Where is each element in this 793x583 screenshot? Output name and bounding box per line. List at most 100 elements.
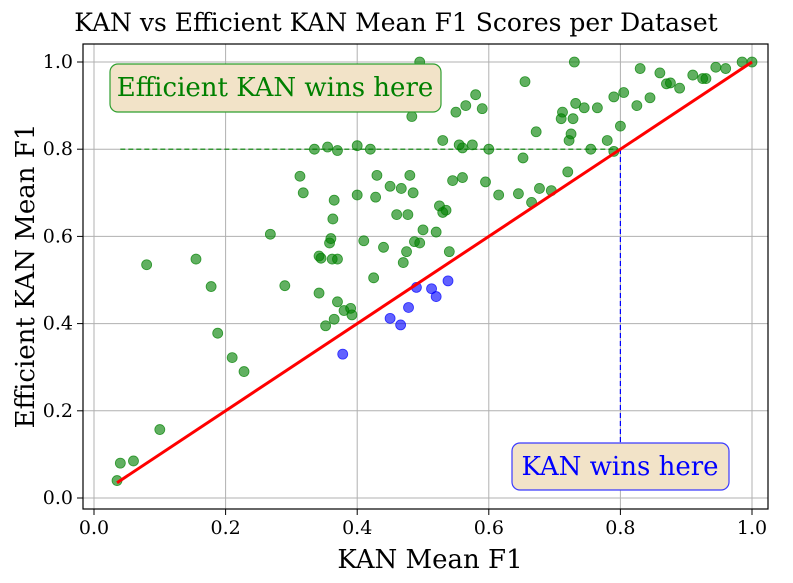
efficient-kan-wins-point bbox=[634, 63, 646, 74]
efficient-kan-wins-point bbox=[570, 98, 582, 109]
efficient-kan-wins-point bbox=[378, 241, 389, 253]
efficient-kan-wins-point bbox=[674, 82, 686, 94]
efficient-kan-wins-point bbox=[414, 237, 426, 249]
efficient-kan-wins-point bbox=[618, 87, 630, 98]
efficient-kan-wins-point bbox=[480, 176, 491, 188]
y-tick-label: 0.0 bbox=[43, 487, 73, 509]
axis-ticks: 0.0 0.2 0.4 0.6 0.8 1.0 0.0 0.2 0.4 0.6 0.8 1.0 bbox=[43, 51, 767, 539]
efficient-kan-wins-point bbox=[407, 187, 419, 199]
efficient-kan-wins-point bbox=[313, 287, 325, 299]
kan-wins-point bbox=[384, 312, 396, 324]
efficient-kan-wins-point bbox=[406, 111, 418, 122]
efficient-kan-wins-point bbox=[493, 189, 505, 201]
kan-wins-point bbox=[337, 348, 349, 360]
efficient-kan-wins-point bbox=[608, 91, 620, 103]
chart-title: KAN vs Efficient KAN Mean F1 Scores per … bbox=[74, 8, 717, 37]
efficient-kan-wins-point bbox=[141, 259, 153, 271]
efficient-kan-wins-point bbox=[128, 455, 139, 467]
x-tick-label: 0.0 bbox=[79, 517, 109, 539]
reference-lines bbox=[120, 148, 622, 442]
annotation-efficient-kan-text: Efficient KAN wins here bbox=[117, 73, 434, 103]
efficient-kan-wins-point bbox=[404, 169, 416, 181]
efficient-kan-wins-point bbox=[368, 272, 380, 284]
efficient-kan-wins-point bbox=[325, 233, 337, 244]
efficient-kan-wins-point bbox=[391, 209, 403, 221]
efficient-kan-wins-point bbox=[402, 209, 414, 221]
efficient-kan-wins-point bbox=[591, 102, 603, 114]
efficient-kan-wins-point bbox=[470, 89, 482, 101]
kan-wins-point bbox=[395, 319, 407, 331]
efficient-kan-wins-point bbox=[328, 194, 340, 206]
y-axis-label: Efficient KAN Mean F1 bbox=[11, 124, 41, 429]
efficient-kan-wins-point bbox=[328, 313, 340, 325]
kan-wins-point bbox=[403, 302, 414, 313]
efficient-kan-wins-point bbox=[351, 140, 363, 152]
efficient-kan-wins-point bbox=[476, 103, 488, 115]
efficient-kan-wins-point bbox=[437, 135, 449, 146]
efficient-kan-wins-point bbox=[395, 183, 407, 194]
efficient-kan-wins-point bbox=[320, 320, 332, 332]
efficient-kan-wins-point bbox=[309, 143, 320, 155]
efficient-kan-wins-point bbox=[315, 252, 327, 264]
efficient-kan-wins-point bbox=[562, 166, 574, 178]
efficient-kan-wins-point bbox=[397, 257, 409, 268]
annotation-kan: KAN wins here bbox=[511, 442, 730, 491]
efficient-kan-wins-point bbox=[443, 246, 455, 258]
x-tick-label: 0.2 bbox=[210, 517, 240, 539]
efficient-kan-wins-point bbox=[687, 69, 699, 81]
y-tick-label: 1.0 bbox=[43, 51, 73, 73]
data-points bbox=[111, 56, 758, 486]
efficient-kan-wins-point bbox=[264, 228, 276, 240]
annotation-efficient-kan: Efficient KAN wins here bbox=[109, 63, 442, 113]
efficient-kan-wins-point bbox=[457, 142, 468, 154]
efficient-kan-wins-point bbox=[440, 204, 452, 216]
y-tick-label: 0.8 bbox=[43, 138, 73, 160]
efficient-kan-wins-point bbox=[457, 172, 468, 183]
efficient-kan-wins-point bbox=[517, 152, 529, 164]
diagonal-line-group bbox=[116, 60, 753, 484]
efficient-kan-wins-point bbox=[631, 100, 643, 111]
x-axis-label: KAN Mean F1 bbox=[337, 545, 522, 575]
efficient-kan-wins-point bbox=[466, 139, 478, 151]
efficient-kan-wins-point bbox=[567, 113, 579, 125]
efficient-kan-wins-point bbox=[513, 188, 524, 200]
efficient-kan-wins-point bbox=[322, 141, 333, 153]
efficient-kan-wins-point bbox=[332, 145, 343, 156]
efficient-kan-wins-point bbox=[430, 226, 442, 238]
x-tick-label: 0.6 bbox=[474, 517, 504, 539]
efficient-kan-wins-point bbox=[384, 180, 396, 192]
efficient-kan-wins-point bbox=[279, 280, 291, 292]
efficient-kan-wins-point bbox=[238, 366, 250, 377]
efficient-kan-wins-point bbox=[294, 170, 306, 182]
grid-lines bbox=[83, 44, 768, 509]
efficient-kan-wins-point bbox=[332, 296, 343, 308]
efficient-kan-wins-point bbox=[565, 128, 577, 140]
efficient-kan-wins-point bbox=[346, 309, 358, 321]
efficient-kan-wins-point bbox=[615, 120, 626, 132]
efficient-kan-wins-point bbox=[601, 135, 613, 146]
y-tick-label: 0.4 bbox=[43, 313, 73, 335]
efficient-kan-wins-point bbox=[401, 246, 412, 258]
kan-wins-point bbox=[426, 283, 437, 295]
efficient-kan-wins-point bbox=[212, 327, 224, 339]
efficient-kan-wins-point bbox=[585, 143, 597, 155]
kan-wins-point bbox=[430, 291, 442, 302]
efficient-kan-wins-point bbox=[327, 213, 339, 225]
efficient-kan-wins-point bbox=[483, 143, 495, 155]
efficient-kan-wins-point bbox=[358, 235, 370, 247]
efficient-kan-wins-point bbox=[700, 73, 712, 84]
efficient-kan-wins-point bbox=[226, 352, 238, 364]
efficient-kan-wins-point bbox=[665, 77, 676, 89]
efficient-kan-wins-point bbox=[447, 175, 459, 186]
efficient-kan-wins-point bbox=[154, 424, 166, 435]
efficient-kan-wins-point bbox=[557, 106, 568, 118]
x-tick-label: 1.0 bbox=[737, 517, 767, 539]
efficient-kan-wins-point bbox=[370, 191, 382, 203]
efficient-kan-wins-point bbox=[450, 106, 462, 118]
efficient-kan-wins-point bbox=[534, 183, 545, 194]
x-tick-label: 0.8 bbox=[605, 517, 635, 539]
efficient-kan-wins-point bbox=[417, 224, 429, 236]
efficient-kan-wins-point bbox=[530, 126, 542, 138]
efficient-kan-wins-point bbox=[654, 67, 666, 79]
